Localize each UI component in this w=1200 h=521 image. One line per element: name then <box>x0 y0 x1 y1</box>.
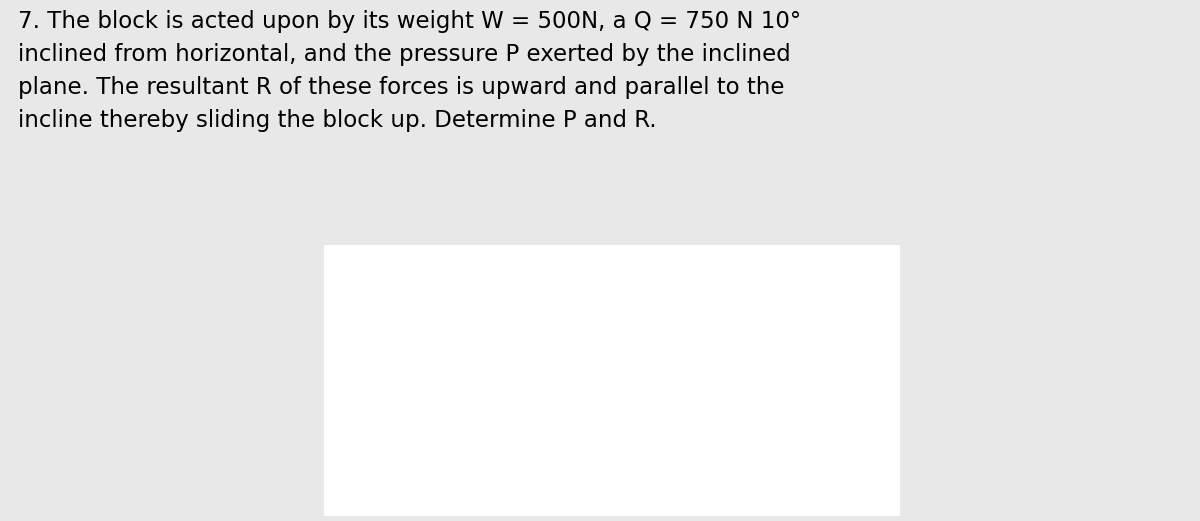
Text: 10°: 10° <box>433 400 455 413</box>
Text: P: P <box>706 469 719 487</box>
Text: 7. The block is acted upon by its weight W = 500N, a Q = 750 N 10°
inclined from: 7. The block is acted upon by its weight… <box>18 10 802 132</box>
Text: W = 500 N: W = 500 N <box>564 259 654 275</box>
Text: 33°: 33° <box>460 488 486 501</box>
Text: Q = 750 N: Q = 750 N <box>396 373 482 388</box>
Text: 14°: 14° <box>685 391 707 404</box>
